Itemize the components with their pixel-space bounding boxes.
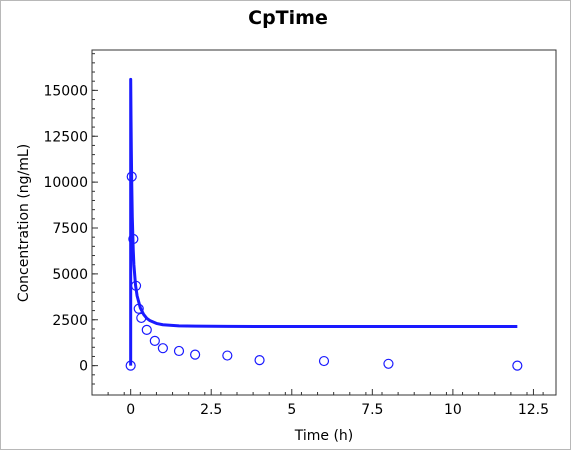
x-axis-title: Time (h) [294,428,354,444]
observed-point [222,350,233,361]
observed-point [383,358,394,369]
y-tick-label: 12500 [43,129,88,145]
observed-point [157,343,168,354]
observed-point [130,280,142,291]
y-tick-label: 15000 [43,83,88,99]
x-tick-label: 2.5 [200,402,222,418]
plot-area [91,49,557,396]
observed-point [136,312,147,324]
observed-point [128,233,139,245]
observed-point [318,355,330,367]
y-tick-label: 0 [79,359,88,375]
x-tick-label: 5 [287,402,296,418]
y-axis-title: Concentration (ng/mL) [16,144,32,302]
x-axis: 0 2.5 5 7.5 10 12.5 [91,389,549,418]
y-tick-label: 7500 [52,221,88,237]
model-curve-line [129,77,518,366]
y-axis: 0 2500 5000 7500 10000 12500 15000 [43,53,98,385]
x-tick-label: 12.5 [518,402,549,418]
observed-point [133,303,144,314]
observed-point [254,355,265,366]
y-tick-label: 2500 [52,313,88,329]
observed-point [126,171,137,182]
y-tick-label: 5000 [52,267,88,283]
observed-point [512,360,523,371]
observed-point [173,345,185,357]
x-tick-label: 10 [444,402,462,418]
observed-point [149,335,160,346]
x-tick-label: 0 [126,402,135,418]
observed-point [190,349,201,360]
observed-point [141,324,152,335]
series-layer [125,77,523,371]
chart-title: CpTime [248,7,328,29]
observed-point [125,360,136,371]
x-tick-label: 7.5 [361,402,383,418]
y-tick-label: 10000 [43,175,88,191]
